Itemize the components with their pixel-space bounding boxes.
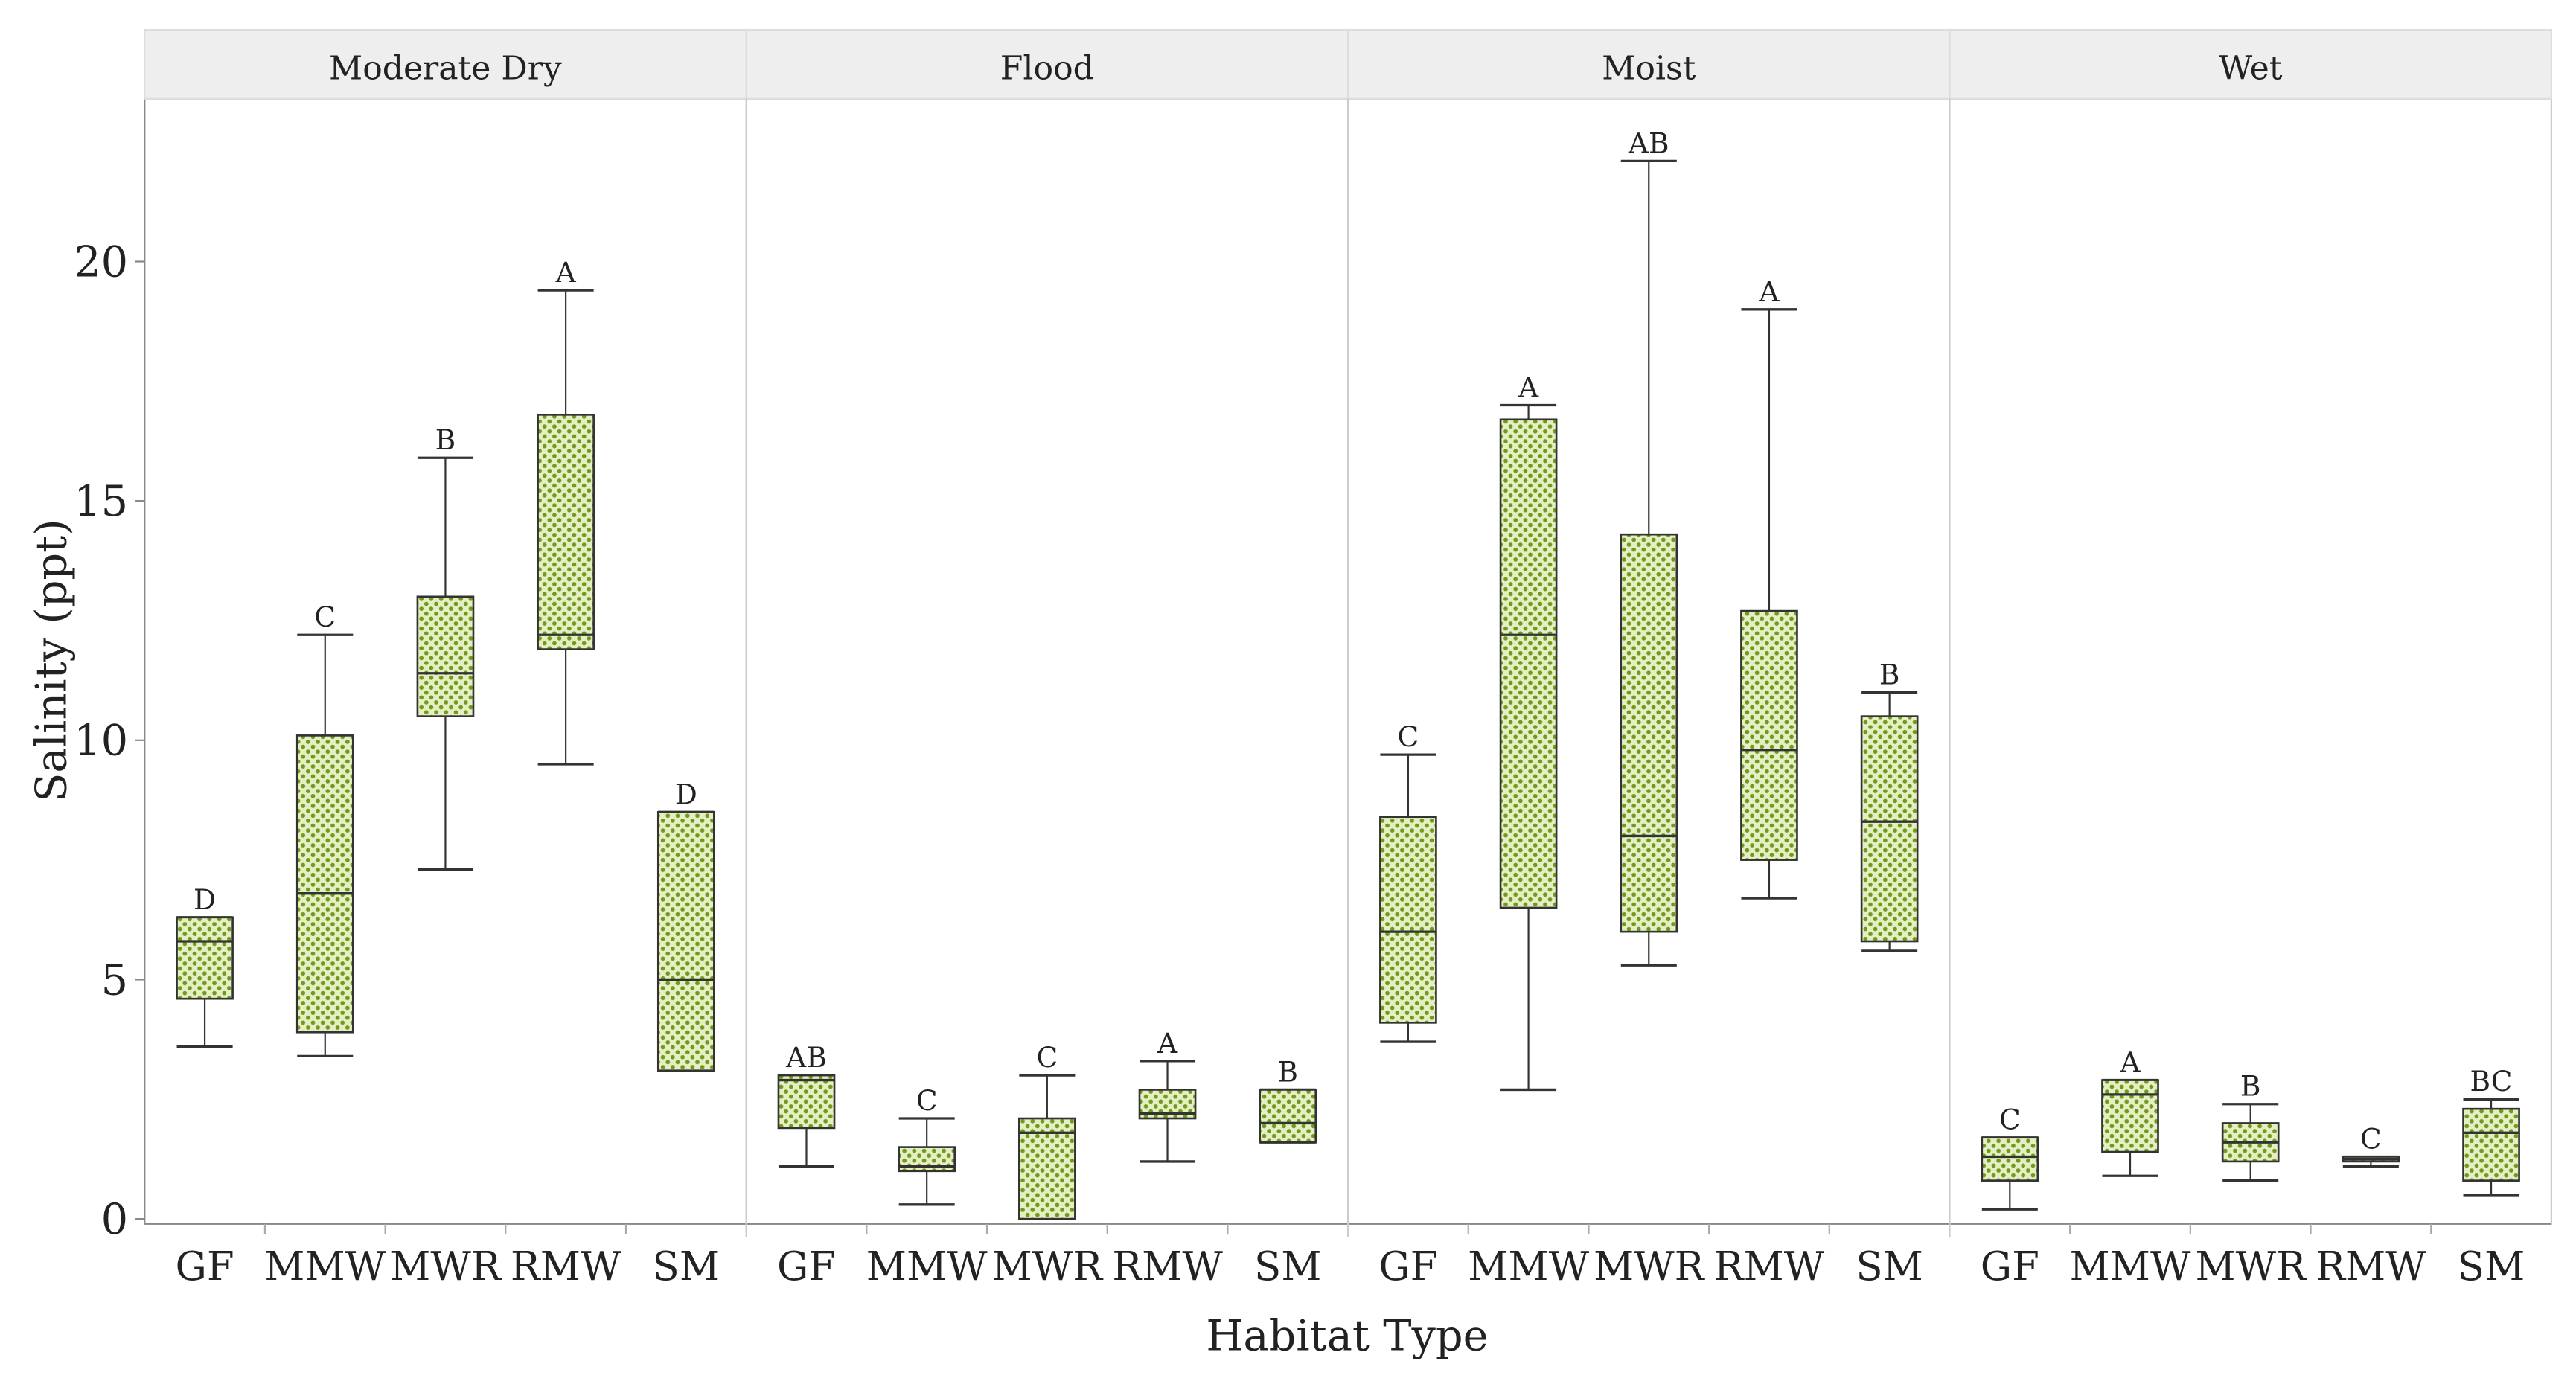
x-tick-label: MMW: [2070, 1244, 2191, 1290]
box-iqr: [1018, 1117, 1076, 1220]
significance-letter: C: [1999, 1104, 2021, 1136]
x-tick-label: GF: [176, 1244, 234, 1290]
x-tick-label: SM: [653, 1244, 720, 1290]
significance-letter: AB: [1628, 126, 1669, 159]
x-tick-label: RMW: [2315, 1244, 2426, 1290]
significance-letter: D: [675, 778, 697, 810]
significance-letter: C: [1398, 720, 1419, 753]
facet-label: Wet: [2219, 49, 2283, 87]
significance-letter: A: [555, 256, 577, 289]
x-axis-label: Habitat Type: [1206, 1311, 1488, 1361]
significance-letter: AB: [785, 1041, 827, 1074]
significance-letter: A: [1157, 1027, 1178, 1060]
x-tick-label: GF: [1378, 1244, 1437, 1290]
x-tick-label: RMW: [1714, 1244, 1825, 1290]
facet-label: Flood: [1000, 49, 1094, 87]
box-iqr: [1740, 609, 1798, 861]
x-tick-label: MWR: [992, 1244, 1105, 1290]
box-iqr: [537, 414, 595, 650]
y-tick-label: 20: [74, 237, 128, 286]
significance-letter: D: [194, 883, 216, 916]
x-tick-label: SM: [1856, 1244, 1923, 1290]
box-iqr: [1620, 533, 1678, 933]
significance-letter: A: [2119, 1046, 2141, 1079]
x-tick-label: SM: [1254, 1244, 1322, 1290]
significance-letter: C: [916, 1084, 938, 1117]
facet-strip: [1949, 28, 2552, 100]
y-tick-label: 15: [74, 476, 128, 526]
x-tick-label: RMW: [511, 1244, 621, 1290]
significance-letter: B: [1277, 1055, 1298, 1088]
facet-label: Moderate Dry: [329, 49, 562, 87]
box-iqr: [777, 1074, 836, 1130]
x-tick-label: MMW: [264, 1244, 386, 1290]
x-tick-label: MWR: [2195, 1244, 2307, 1290]
facet-strip: [144, 28, 747, 100]
significance-letter: C: [1036, 1041, 1058, 1074]
y-tick-label: 5: [101, 955, 129, 1005]
box-iqr: [295, 734, 354, 1034]
significance-letter: BC: [2470, 1065, 2513, 1098]
x-tick-label: RMW: [1112, 1244, 1223, 1290]
significance-letter: A: [1758, 275, 1780, 308]
significance-letter: B: [1879, 658, 1900, 691]
box-iqr: [176, 916, 234, 1000]
y-tick-label: 0: [101, 1194, 129, 1244]
significance-letter: A: [1518, 371, 1539, 403]
x-tick-label: MMW: [1468, 1244, 1589, 1290]
box-iqr: [416, 595, 475, 717]
box-iqr: [1259, 1089, 1317, 1144]
box-iqr: [1499, 418, 1558, 909]
facet-strip: [745, 28, 1349, 100]
box-iqr: [656, 810, 715, 1072]
y-tick-label: 10: [74, 716, 128, 766]
x-tick-label: MMW: [866, 1244, 988, 1290]
x-tick-label: MWR: [390, 1244, 502, 1290]
x-tick-label: GF: [1981, 1244, 2039, 1290]
x-tick-label: GF: [777, 1244, 836, 1290]
significance-letter: C: [2360, 1122, 2382, 1155]
box-iqr: [1860, 715, 1919, 943]
significance-letter: B: [435, 423, 456, 456]
x-tick-label: MWR: [1594, 1244, 1706, 1290]
x-tick-label: SM: [2458, 1244, 2525, 1290]
significance-letter: C: [314, 600, 336, 633]
facet-strip: [1346, 28, 1951, 100]
significance-letter: B: [2240, 1070, 2261, 1103]
box-iqr: [2462, 1107, 2520, 1182]
y-axis-label: Salinity (ppt): [26, 519, 76, 802]
box-iqr: [2101, 1079, 2159, 1153]
box-iqr: [1981, 1136, 2039, 1182]
facet-label: Moist: [1602, 49, 1696, 87]
box-iqr: [1379, 816, 1437, 1024]
